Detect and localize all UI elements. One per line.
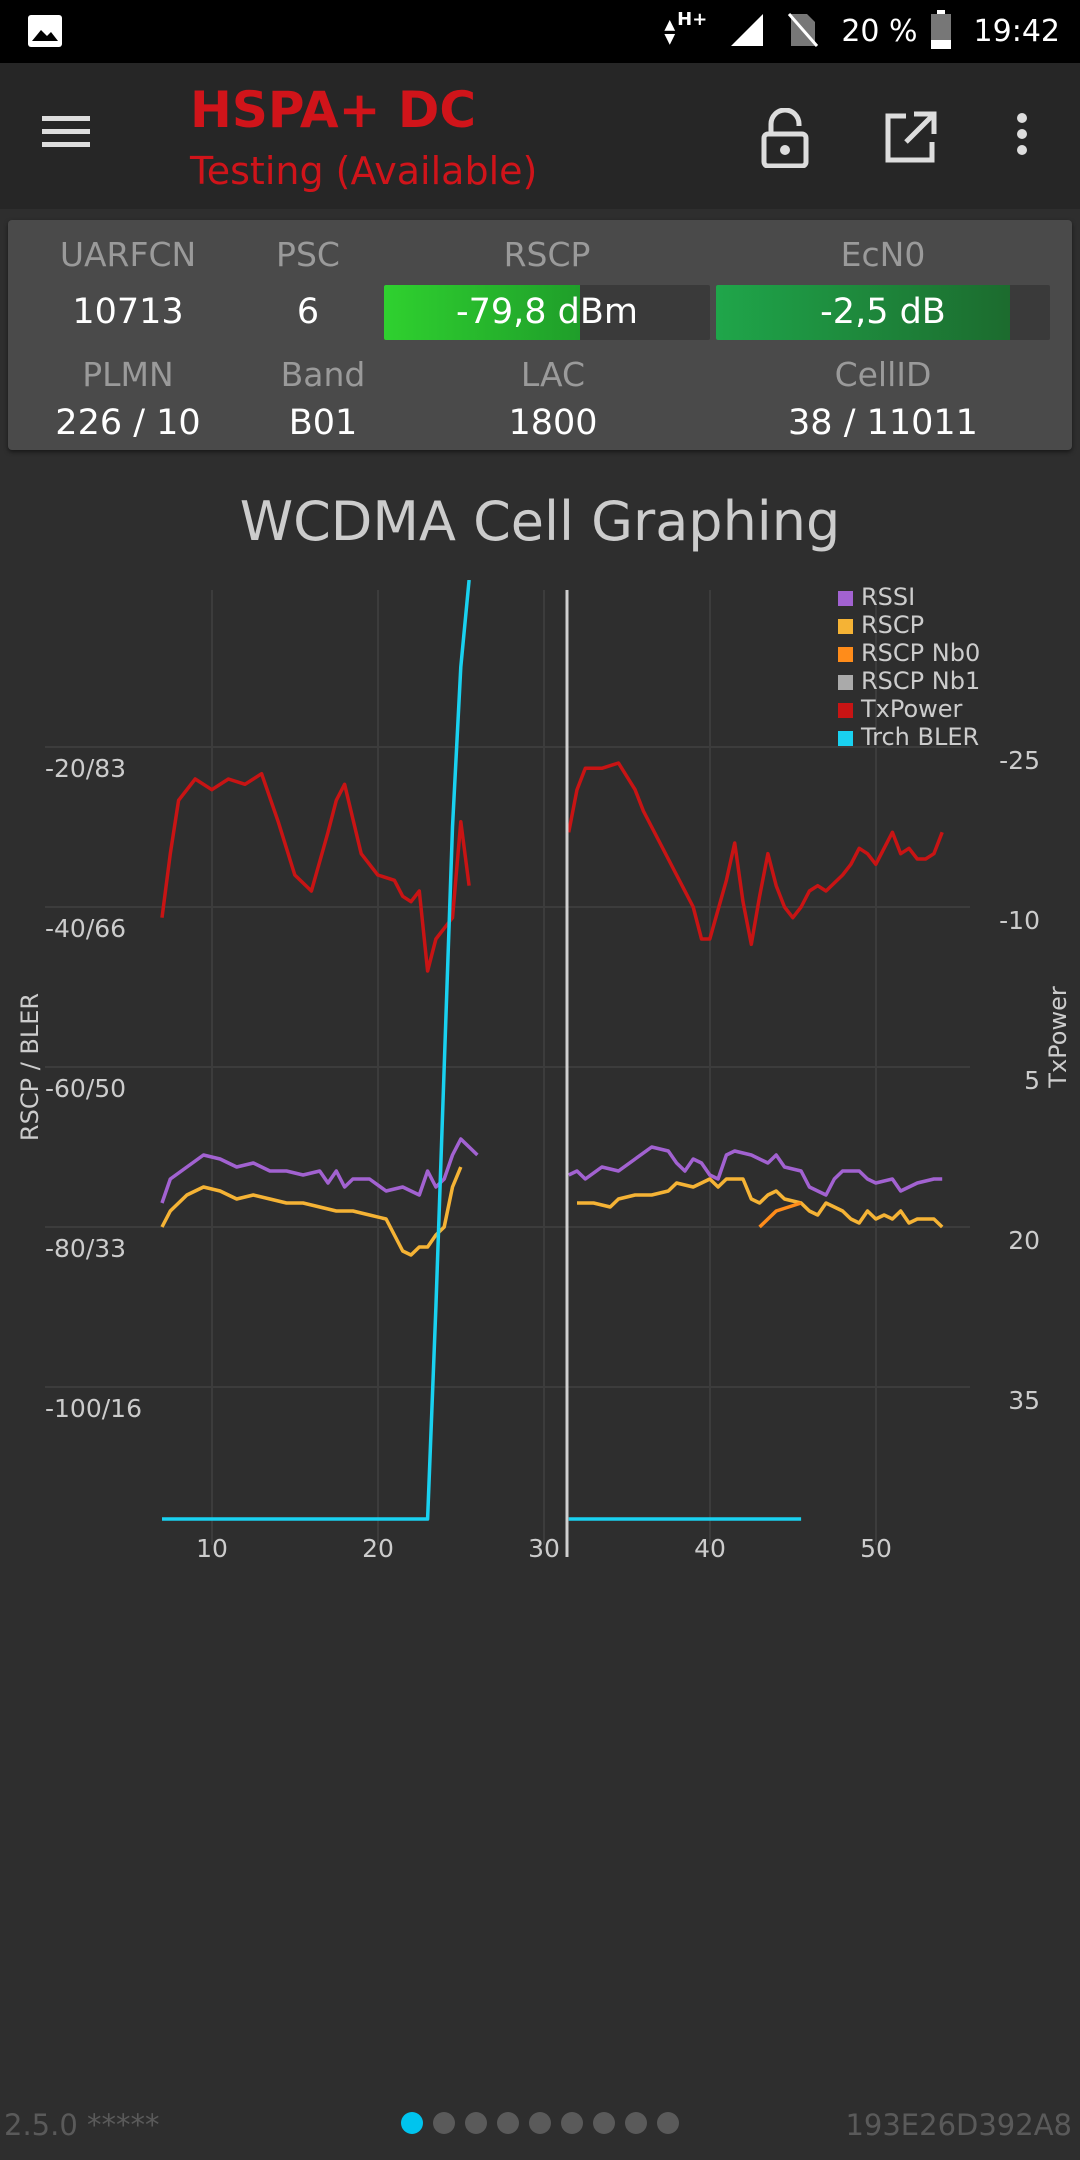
cell-info-panel: UARFCN 10713 PSC 6 RSCP -79,8 dBm EcN0 -… — [8, 220, 1072, 450]
page-indicator[interactable] — [0, 2112, 1080, 2134]
ecn0-meter-fill — [716, 285, 1010, 340]
series-line-trch-bler — [162, 580, 471, 1521]
app-version: 2.5.0 ***** — [4, 2108, 160, 2142]
lac-value: 1800 — [508, 403, 598, 443]
device-id: 193E26D392A8 — [845, 2108, 1072, 2142]
legend-swatch — [838, 647, 853, 662]
ecn0-label: EcN0 — [840, 235, 926, 274]
y2-axis-title: TxPower — [1044, 986, 1072, 1089]
y2-tick-label: 5 — [1024, 1066, 1040, 1095]
plmn-label: PLMN — [82, 355, 174, 394]
legend-swatch — [838, 731, 853, 746]
y-tick-label: -40/66 — [45, 914, 126, 943]
series-line-rscp — [160, 1166, 463, 1257]
ecn0-meter: -2,5 dB — [716, 285, 1050, 340]
y-tick-label: -80/33 — [45, 1234, 126, 1263]
app-toolbar: HSPA+ DC Testing (Available) — [0, 63, 1080, 209]
series-line-rssi — [567, 1145, 943, 1197]
psc-value: 6 — [296, 292, 320, 332]
cellid-value: 38 / 11011 — [788, 403, 978, 443]
hamburger-menu-icon[interactable] — [38, 108, 108, 168]
page-dot[interactable] — [433, 2112, 455, 2134]
network-type-label: H+ — [677, 9, 708, 30]
lock-open-icon[interactable] — [755, 107, 815, 169]
ecn0-value: -2,5 dB — [820, 292, 946, 332]
band-label: Band — [280, 355, 366, 394]
legend-label: RSCP Nb0 — [861, 639, 980, 667]
series-line-rssi — [160, 1137, 479, 1204]
clock: 19:42 — [973, 14, 1060, 49]
y2-tick-label: 20 — [1008, 1226, 1040, 1255]
page-dot[interactable] — [625, 2112, 647, 2134]
no-sim-icon — [787, 12, 819, 52]
page-dot[interactable] — [529, 2112, 551, 2134]
page-dot[interactable] — [465, 2112, 487, 2134]
gallery-notification-icon — [26, 13, 64, 53]
rscp-meter-fill — [384, 285, 580, 340]
legend-swatch — [838, 591, 853, 606]
band-value: B01 — [288, 403, 358, 443]
battery-percent: 20 % — [841, 14, 918, 49]
series-line-rscp — [577, 1177, 944, 1229]
y-tick-label: -60/50 — [45, 1074, 126, 1103]
rscp-label: RSCP — [503, 235, 591, 274]
rscp-value: -79,8 dBm — [455, 292, 638, 332]
service-status: Testing (Available) — [190, 149, 538, 193]
page-dot[interactable] — [497, 2112, 519, 2134]
x-tick-label: 50 — [860, 1534, 892, 1560]
y-axis-title: RSCP / BLER — [16, 993, 44, 1141]
series-line-rscp-nb0 — [758, 1201, 802, 1229]
series-line-txpower — [160, 771, 471, 973]
y2-tick-label: -10 — [999, 906, 1040, 935]
legend-label: RSSI — [861, 583, 915, 611]
lac-label: LAC — [520, 355, 586, 394]
legend-label: Trch BLER — [860, 723, 979, 751]
psc-label: PSC — [276, 235, 340, 274]
signal-icon — [729, 12, 765, 52]
technology-title: HSPA+ DC — [190, 81, 477, 139]
legend-swatch — [838, 675, 853, 690]
legend-swatch — [838, 619, 853, 634]
y-tick-label: -100/16 — [45, 1394, 142, 1423]
x-tick-label: 20 — [362, 1534, 394, 1560]
legend-swatch — [838, 703, 853, 718]
x-tick-label: 10 — [196, 1534, 228, 1560]
uarfcn-label: UARFCN — [59, 235, 197, 274]
data-activity-icon: ▲ ▼ — [664, 16, 676, 47]
plmn-value: 226 / 10 — [55, 403, 201, 443]
series-line-txpower — [566, 761, 944, 947]
uarfcn-value: 10713 — [72, 292, 184, 332]
page-dot[interactable] — [593, 2112, 615, 2134]
y2-tick-label: -25 — [999, 746, 1040, 775]
cellid-label: CellID — [834, 355, 932, 394]
cell-graph-chart[interactable]: 10 20 30 40 50 -20/83 -25 -40/66 -10 -60/50 5 -80/3… — [0, 580, 1080, 1560]
page-dot[interactable] — [657, 2112, 679, 2134]
y-tick-label: -20/83 — [45, 754, 126, 783]
battery-icon — [930, 9, 952, 54]
page-dot[interactable] — [561, 2112, 583, 2134]
legend-label: TxPower — [860, 695, 963, 723]
rscp-meter: -79,8 dBm — [384, 285, 710, 340]
y2-tick-label: 35 — [1008, 1386, 1040, 1415]
open-external-icon[interactable] — [880, 108, 940, 168]
x-tick-label: 30 — [528, 1534, 560, 1560]
legend-label: RSCP Nb1 — [861, 667, 980, 695]
status-bar: ▲ ▼ H+ 20 % 19:42 — [0, 0, 1080, 63]
legend-label: RSCP — [861, 611, 924, 639]
x-tick-label: 40 — [694, 1534, 726, 1560]
chart-title: WCDMA Cell Graphing — [239, 490, 841, 553]
overflow-menu-icon[interactable] — [1000, 108, 1040, 168]
page-dot[interactable] — [401, 2112, 423, 2134]
